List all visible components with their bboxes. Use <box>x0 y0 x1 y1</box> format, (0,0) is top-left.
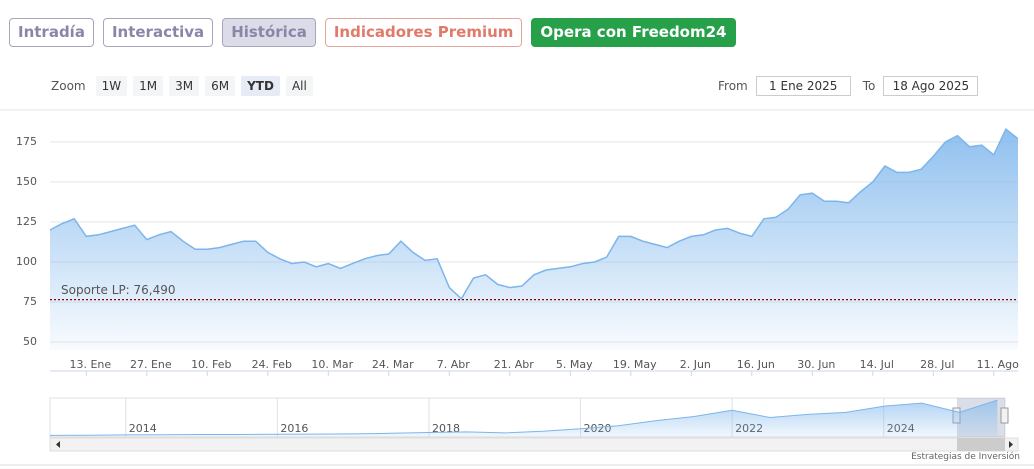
x-tick-label: 24. Feb <box>252 358 292 371</box>
x-tick-label: 28. Jul <box>920 358 954 371</box>
x-tick-label: 27. Ene <box>130 358 172 371</box>
footer: Estrategias de Inversión <box>911 452 1020 462</box>
zoom-button[interactable]: 1M <box>133 76 164 96</box>
from-label: From <box>718 79 748 93</box>
y-tick-label: 75 <box>23 295 37 308</box>
navigator-handle[interactable] <box>1000 407 1009 424</box>
tab[interactable]: Interactiva <box>102 18 214 47</box>
scroll-left-arrow[interactable] <box>56 441 60 448</box>
zoom-button[interactable]: All <box>285 76 313 96</box>
x-tick-label: 21. Abr <box>494 358 534 371</box>
tab[interactable]: Indicadores Premium <box>324 18 523 47</box>
x-tick-label: 10. Feb <box>191 358 231 371</box>
x-tick-label: 2016 <box>280 422 308 435</box>
x-tick-label: 2. Jun <box>680 358 711 371</box>
y-tick-label: 175 <box>16 135 37 148</box>
y-tick-label: 125 <box>16 215 37 228</box>
scrollbar-thumb[interactable] <box>957 438 1005 451</box>
zoom-button[interactable]: YTD <box>241 76 280 96</box>
zoom-label: Zoom <box>51 79 86 93</box>
x-tick-label: 13. Ene <box>69 358 111 371</box>
scrollbar-track[interactable] <box>49 437 1019 452</box>
x-tick-label: 10. Mar <box>311 358 353 371</box>
zoom-button[interactable]: 1W <box>95 76 128 96</box>
y-tick-label: 150 <box>16 175 37 188</box>
y-tick-label: 100 <box>16 255 37 268</box>
zoom-button[interactable]: 3M <box>169 76 200 96</box>
zoom-button[interactable]: 6M <box>205 76 236 96</box>
y-tick-label: 50 <box>23 335 37 348</box>
x-tick-label: 7. Abr <box>437 358 470 371</box>
area-line <box>49 399 998 436</box>
to-label: To <box>862 79 876 93</box>
zoom-bar: Zoom 1W 1M 3M 6M YTD All <box>51 76 313 96</box>
support-label: Soporte LP: 76,490 <box>61 283 176 297</box>
to-input[interactable]: 18 Ago 2025 <box>883 76 979 96</box>
tab[interactable]: Intradía <box>9 18 94 47</box>
scroll-right-arrow[interactable] <box>1009 441 1013 448</box>
x-tick-label: 16. Jun <box>737 358 775 371</box>
x-tick-label: 19. May <box>613 358 657 371</box>
area-line <box>49 128 1019 300</box>
x-tick-label: 14. Jul <box>860 358 894 371</box>
x-tick-label: 24. Mar <box>372 358 414 371</box>
x-tick-label: 5. May <box>556 358 593 371</box>
date-range: From 1 Ene 2025 To 18 Ago 2025 <box>718 76 979 96</box>
x-tick-label: 30. Jun <box>797 358 835 371</box>
x-tick-label: 2014 <box>129 422 157 435</box>
tab[interactable]: Histórica <box>222 18 316 47</box>
area-fill <box>50 129 1018 350</box>
cta-button[interactable]: Opera con Freedom24 <box>531 18 736 47</box>
from-input[interactable]: 1 Ene 2025 <box>755 76 851 96</box>
tab-bar: Intradía Interactiva Histórica Indicador… <box>9 18 736 47</box>
area-fill <box>50 400 998 437</box>
x-tick-label: 11. Ago <box>977 358 1019 371</box>
